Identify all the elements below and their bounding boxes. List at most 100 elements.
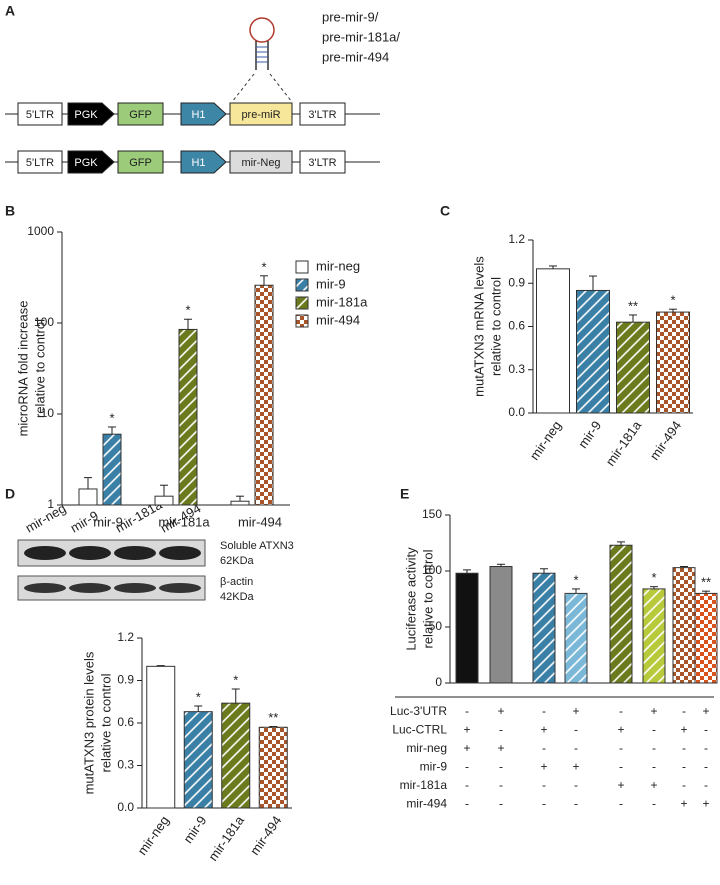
- cell: -: [499, 760, 503, 774]
- cell: -: [542, 778, 546, 792]
- bar: [609, 544, 633, 684]
- y-tick-label: 0.0: [508, 405, 525, 419]
- element-box: [117, 150, 164, 174]
- x-tick-label: mir-494: [247, 813, 285, 858]
- cell: +: [497, 741, 504, 755]
- legend-swatch: [295, 314, 309, 328]
- band-label: 42KDa: [220, 591, 255, 603]
- promoter-arrow: [67, 150, 115, 174]
- y-tick-label: 50: [429, 619, 443, 633]
- element-label: H1: [191, 157, 205, 169]
- y-tick-label: 0.9: [508, 275, 525, 289]
- cell: -: [542, 797, 546, 811]
- row-label: mir-9: [420, 760, 448, 774]
- x-tick-label: mir-181a: [158, 514, 210, 529]
- cell: -: [619, 741, 623, 755]
- panel-label: A: [5, 3, 15, 19]
- promoter-arrow: [180, 102, 227, 126]
- cell: -: [574, 723, 578, 737]
- cell: -: [704, 741, 708, 755]
- bar: [258, 726, 288, 809]
- band: [24, 546, 66, 560]
- band: [114, 583, 156, 593]
- cell: +: [680, 723, 687, 737]
- significance: *: [185, 303, 190, 318]
- panel-label: C: [440, 203, 450, 219]
- cell: -: [542, 741, 546, 755]
- lane-label: mir-neg: [23, 501, 69, 536]
- x-tick-label: mir-9: [180, 813, 209, 846]
- cell: -: [652, 760, 656, 774]
- band-label: 62KDa: [220, 555, 255, 567]
- y-tick-label: 100: [422, 563, 442, 577]
- element-label: pre-miR: [241, 109, 280, 121]
- bar: [536, 268, 570, 414]
- band: [159, 546, 201, 560]
- cell: -: [619, 760, 623, 774]
- cell: -: [619, 797, 623, 811]
- x-tick-label: mir-494: [238, 514, 282, 529]
- bar: [656, 311, 690, 414]
- row-label: mir-494: [406, 797, 447, 811]
- x-tick-label: mir-neg: [527, 418, 565, 463]
- y-axis-label: relative to control: [32, 319, 47, 418]
- element-label: GFP: [129, 157, 152, 169]
- cell: -: [619, 704, 623, 718]
- element-label: PGK: [74, 109, 98, 121]
- element-box: [17, 150, 63, 174]
- cell: -: [652, 797, 656, 811]
- bar: [642, 588, 666, 684]
- cell: +: [702, 704, 709, 718]
- bar: [146, 665, 176, 809]
- y-tick-label: 10: [41, 406, 55, 420]
- bar: [455, 572, 479, 684]
- cell: -: [574, 741, 578, 755]
- y-tick-label: 0.3: [117, 758, 134, 772]
- significance: *: [670, 293, 675, 308]
- significance: **: [268, 710, 278, 725]
- y-axis-label: mutATXN3 protein levels: [81, 651, 96, 794]
- row-label: Luc-3'UTR: [390, 704, 447, 718]
- bar: [183, 711, 213, 809]
- y-tick-label: 0: [435, 675, 442, 689]
- cell: -: [682, 760, 686, 774]
- cell: -: [652, 723, 656, 737]
- band: [69, 546, 111, 560]
- element-label: 3'LTR: [308, 109, 336, 121]
- y-axis-label: microRNA fold increase: [15, 301, 30, 437]
- cell: +: [572, 760, 579, 774]
- legend-label: mir-neg: [316, 258, 360, 273]
- x-tick-label: mir-neg: [134, 813, 172, 858]
- legend-swatch: [295, 278, 309, 292]
- band: [24, 583, 66, 593]
- element-label: GFP: [129, 109, 152, 121]
- cell: +: [497, 704, 504, 718]
- x-tick-label: mir-494: [647, 418, 685, 463]
- cell: +: [463, 741, 470, 755]
- cell: +: [680, 797, 687, 811]
- cell: -: [652, 741, 656, 755]
- cell: -: [704, 778, 708, 792]
- significance: *: [573, 572, 578, 587]
- cell: -: [682, 704, 686, 718]
- element-label: H1: [191, 109, 205, 121]
- promoter-arrow: [67, 102, 115, 126]
- cell: -: [465, 778, 469, 792]
- cell: -: [465, 704, 469, 718]
- y-axis-label: relative to control: [488, 277, 503, 376]
- bar: [178, 328, 198, 506]
- y-tick-label: 150: [422, 507, 442, 521]
- y-tick-label: 0.6: [508, 319, 525, 333]
- cell: +: [702, 797, 709, 811]
- element-box: [229, 150, 293, 174]
- element-label: 5'LTR: [26, 109, 54, 121]
- panel-label: B: [5, 203, 15, 219]
- cell: +: [540, 723, 547, 737]
- element-label: 5'LTR: [26, 157, 54, 169]
- bar: [672, 567, 696, 684]
- y-tick-label: 1.2: [508, 232, 525, 246]
- y-tick-label: 1000: [27, 224, 54, 238]
- legend-label: mir-494: [316, 312, 360, 327]
- bar: [576, 289, 610, 414]
